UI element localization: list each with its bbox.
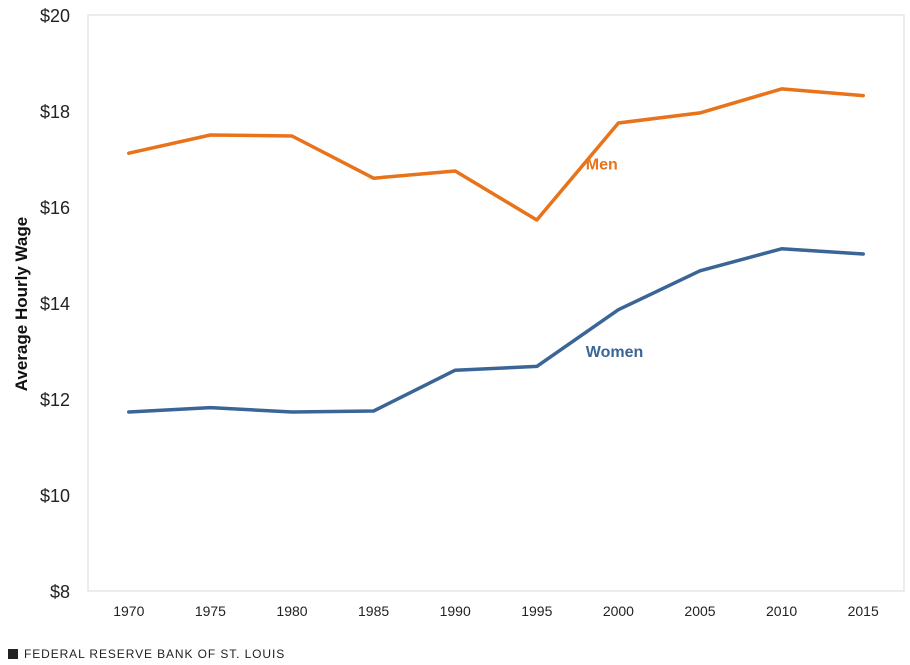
source-credit: FEDERAL RESERVE BANK OF ST. LOUIS	[8, 646, 285, 662]
data-point-women	[698, 269, 702, 273]
series-line-women	[127, 247, 865, 414]
data-point-men	[616, 121, 620, 125]
data-point-men	[127, 151, 131, 155]
series-line-men	[127, 87, 865, 222]
data-point-women	[861, 252, 865, 256]
data-point-men	[208, 133, 212, 137]
x-tick-label: 2015	[848, 603, 879, 619]
data-point-men	[372, 176, 376, 180]
x-tick-label: 2005	[684, 603, 715, 619]
y-axis-title: Average Hourly Wage	[12, 217, 31, 391]
y-tick-label: $8	[50, 582, 70, 602]
series-label-men: Men	[586, 157, 618, 174]
data-point-women	[453, 368, 457, 372]
data-point-women	[290, 410, 294, 414]
data-point-men	[535, 218, 539, 222]
data-point-women	[127, 410, 131, 414]
source-square-icon	[8, 649, 18, 659]
y-tick-label: $16	[40, 198, 70, 218]
data-point-men	[780, 87, 784, 91]
data-point-men	[698, 111, 702, 115]
data-point-women	[535, 364, 539, 368]
y-tick-label: $10	[40, 486, 70, 506]
y-tick-label: $12	[40, 390, 70, 410]
y-tick-label: $20	[40, 6, 70, 26]
x-tick-label: 1995	[521, 603, 552, 619]
data-point-women	[616, 308, 620, 312]
x-tick-label: 1985	[358, 603, 389, 619]
y-tick-label: $14	[40, 294, 70, 314]
x-tick-label: 1975	[195, 603, 226, 619]
x-tick-label: 1990	[440, 603, 471, 619]
plot-area-border	[87, 14, 905, 592]
data-point-men	[861, 94, 865, 98]
x-tick-label: 1980	[276, 603, 307, 619]
data-point-men	[453, 169, 457, 173]
data-point-women	[372, 409, 376, 413]
x-tick-label: 2000	[603, 603, 634, 619]
series-label-women: Women	[586, 344, 643, 361]
source-text: FEDERAL RESERVE BANK OF ST. LOUIS	[24, 647, 286, 661]
data-point-women	[208, 406, 212, 410]
x-tick-label: 2010	[766, 603, 797, 619]
y-tick-label: $18	[40, 102, 70, 122]
data-point-men	[290, 134, 294, 138]
data-point-women	[780, 247, 784, 251]
x-tick-label: 1970	[113, 603, 144, 619]
